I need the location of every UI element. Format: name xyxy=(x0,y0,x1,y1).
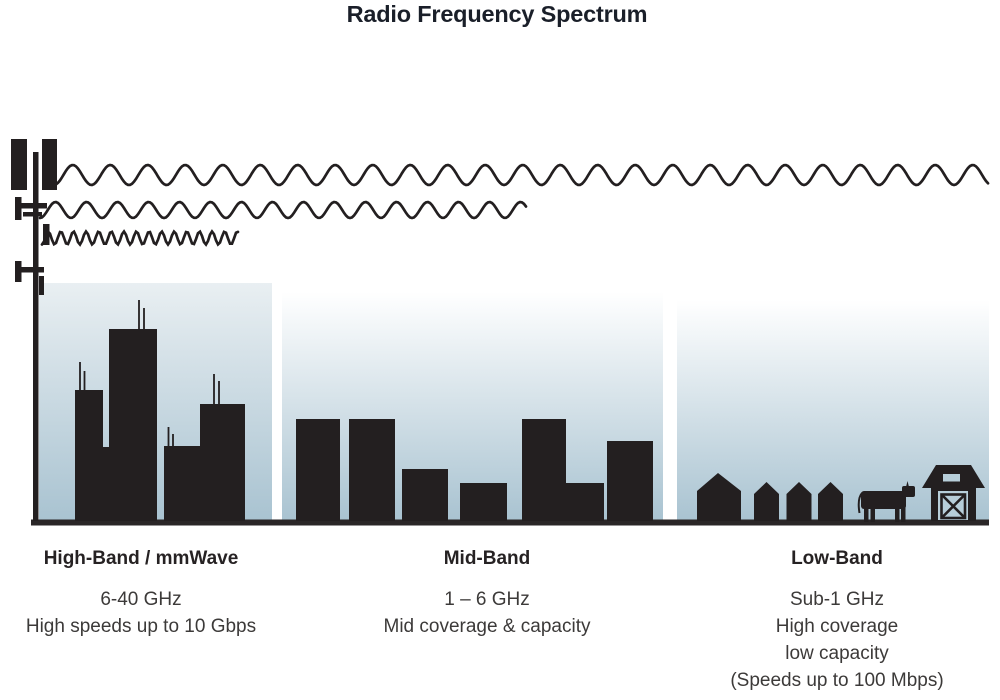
city-skyline-icon xyxy=(75,329,245,521)
skyscraper xyxy=(164,446,200,521)
building xyxy=(460,483,507,521)
house-icon xyxy=(697,473,741,521)
band-description-low-2: low capacity xyxy=(785,643,889,664)
antenna-panel xyxy=(39,276,44,295)
band-frequency-high: 6-40 GHz xyxy=(100,589,182,610)
ground-line xyxy=(31,519,989,526)
band-caption-mid: Mid-Band 1 – 6 GHz Mid coverage & capaci… xyxy=(357,549,617,640)
rooftop-antennas-icon xyxy=(79,300,220,446)
long-wavelength-wave-icon xyxy=(52,163,990,187)
building xyxy=(296,419,340,521)
band-description-low-3: (Speeds up to 100 Mbps) xyxy=(730,670,944,691)
band-frequency-mid: 1 – 6 GHz xyxy=(444,589,530,610)
skyscraper xyxy=(75,390,103,521)
antenna-panel xyxy=(15,261,22,282)
band-title-low: Low-Band xyxy=(791,548,883,569)
band-title-mid: Mid-Band xyxy=(443,548,531,569)
skyscraper xyxy=(109,329,157,521)
barn-icon xyxy=(922,465,985,521)
antenna-panel xyxy=(11,139,27,190)
town-buildings-icon xyxy=(296,419,653,521)
house-icon xyxy=(818,482,843,521)
band-description-high: High speeds up to 10 Gbps xyxy=(25,616,257,637)
building xyxy=(402,469,448,521)
cow-icon xyxy=(857,481,915,522)
tower-crossarm xyxy=(15,203,47,209)
band-caption-high: High-Band / mmWave 6-40 GHz High speeds … xyxy=(11,549,271,640)
band-frequency-low: Sub-1 GHz xyxy=(790,589,884,610)
page-title: Radio Frequency Spectrum xyxy=(346,1,648,27)
tower-crossarm xyxy=(15,267,44,273)
building xyxy=(566,483,604,521)
band-title-high: High-Band / mmWave xyxy=(43,548,239,569)
house-icon xyxy=(754,482,779,521)
mid-band-coverage-zone xyxy=(282,292,663,520)
antenna-panel xyxy=(15,197,22,220)
building xyxy=(522,419,566,521)
skyscraper xyxy=(200,404,245,521)
tower-crossarm xyxy=(23,212,42,217)
band-description-mid: Mid coverage & capacity xyxy=(383,616,591,637)
tower-mast xyxy=(33,152,39,521)
rural-houses-cow-barn-icon xyxy=(697,465,985,522)
building xyxy=(349,419,395,521)
short-wavelength-wave-icon xyxy=(40,229,240,247)
band-description-low-1: High coverage xyxy=(775,616,899,637)
mid-wavelength-wave-icon xyxy=(38,200,528,220)
building xyxy=(607,441,653,521)
band-caption-low: Low-Band Sub-1 GHz High coverage low cap… xyxy=(707,549,967,694)
house-icon xyxy=(786,482,812,521)
skyscraper xyxy=(103,447,109,521)
antenna-panel xyxy=(42,139,57,190)
